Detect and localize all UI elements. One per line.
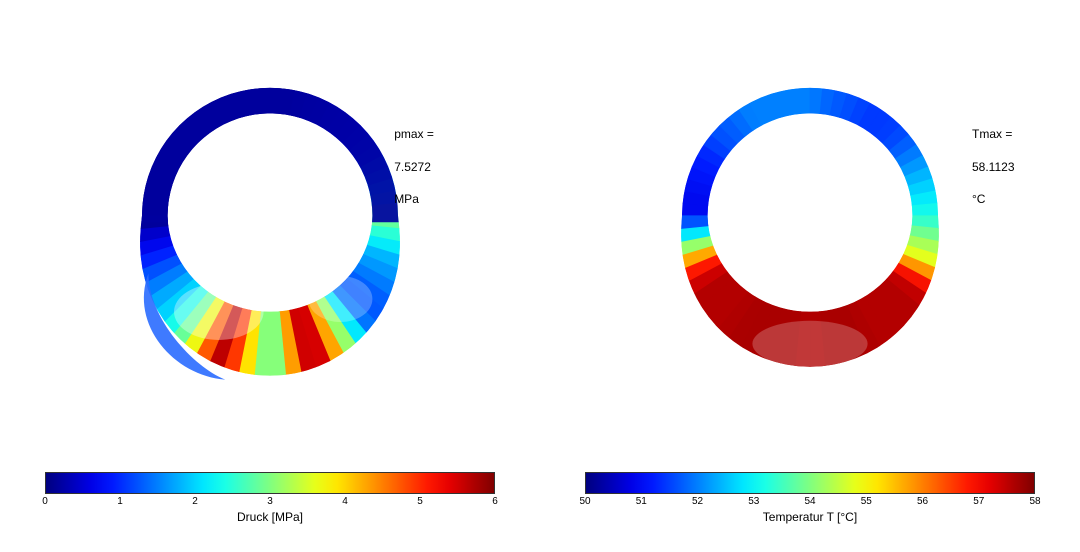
callout-label: Tmax = bbox=[972, 127, 1012, 141]
temperature-colorbar-zone: 50 51 52 53 54 55 56 57 58 Temperatur T [°C] bbox=[540, 457, 1080, 552]
colorbar-tick: 57 bbox=[973, 496, 984, 507]
pressure-panel: pmax = 7.5272 MPa 0 1 2 3 4 5 6 Druck [MPa] bbox=[0, 0, 540, 552]
callout-unit: MPa bbox=[394, 192, 419, 206]
colorbar-tick: 52 bbox=[692, 496, 703, 507]
temperature-colorbar-label: Temperatur T [°C] bbox=[585, 510, 1035, 524]
colorbar-tick: 3 bbox=[267, 496, 273, 507]
pressure-colorbar: 0 1 2 3 4 5 6 Druck [MPa] bbox=[45, 472, 495, 524]
colorbar-tick: 0 bbox=[42, 496, 48, 507]
callout-value: 7.5272 bbox=[394, 160, 431, 174]
figure-container: pmax = 7.5272 MPa 0123456 Druck [MPa] Tm… bbox=[0, 0, 1080, 552]
colorbar-tick: 50 bbox=[579, 496, 590, 507]
callout-label: pmax = bbox=[394, 127, 434, 141]
pressure-colorbar-ticks: 0 1 2 3 4 5 6 bbox=[45, 494, 495, 508]
temperature-ring-plot bbox=[650, 52, 970, 392]
temperature-colorbar: 505152535455565758 Temperatur T [°C] bbox=[585, 472, 1035, 524]
pressure-colorbar-gradient bbox=[45, 472, 495, 494]
temperature-colorbar-gradient bbox=[585, 472, 1035, 494]
colorbar-tick: 55 bbox=[861, 496, 872, 507]
colorbar-tick: 4 bbox=[342, 496, 348, 507]
temperature-max-callout: Tmax = 58.1123 °C bbox=[972, 110, 1015, 207]
pressure-colorbar-label: Druck [MPa] bbox=[45, 510, 495, 524]
callout-value: 58.1123 bbox=[972, 160, 1015, 174]
colorbar-tick: 5 bbox=[417, 496, 423, 507]
colorbar-tick: 53 bbox=[748, 496, 759, 507]
pressure-plot-area: pmax = 7.5272 MPa bbox=[0, 0, 540, 457]
callout-unit: °C bbox=[972, 192, 985, 206]
colorbar-tick: 2 bbox=[192, 496, 198, 507]
pressure-colorbar-zone: 0 1 2 3 4 5 6 Druck [MPa] bbox=[0, 457, 540, 552]
pressure-max-callout: pmax = 7.5272 MPa bbox=[394, 110, 434, 207]
colorbar-tick: 6 bbox=[492, 496, 498, 507]
colorbar-tick: 58 bbox=[1029, 496, 1040, 507]
temperature-panel: Tmax = 58.1123 °C 50 51 52 53 54 55 56 57 58 Tem… bbox=[540, 0, 1080, 552]
pressure-ring-plot bbox=[110, 52, 430, 392]
colorbar-tick: 1 bbox=[117, 496, 123, 507]
colorbar-tick: 56 bbox=[917, 496, 928, 507]
colorbar-tick: 54 bbox=[804, 496, 815, 507]
temperature-plot-area: Tmax = 58.1123 °C bbox=[540, 0, 1080, 457]
temperature-colorbar-ticks: 505152535455565758 bbox=[585, 494, 1035, 508]
colorbar-tick: 51 bbox=[636, 496, 647, 507]
